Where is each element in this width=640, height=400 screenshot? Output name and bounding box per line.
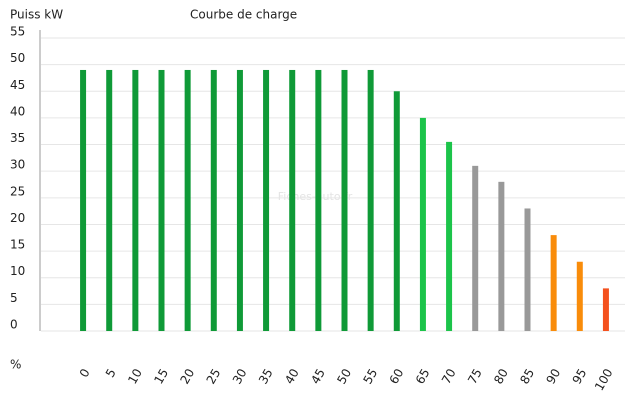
y-tick-label: 0 [10, 318, 18, 332]
x-tick-label: 65 [413, 366, 433, 386]
bar [184, 69, 191, 332]
bar [315, 69, 322, 332]
x-tick-label: 20 [178, 366, 198, 386]
x-tick-label: 15 [151, 366, 171, 386]
bar [210, 69, 217, 332]
x-tick-label: 55 [361, 366, 381, 386]
bar [236, 69, 243, 332]
y-tick-label: 30 [10, 158, 25, 172]
bar [263, 69, 270, 332]
bar [550, 235, 557, 331]
x-tick-label: 30 [230, 366, 250, 386]
x-tick-label: 45 [308, 366, 328, 386]
bar [132, 69, 139, 332]
bar [367, 69, 374, 332]
x-axis-label: % [10, 358, 21, 372]
bar [419, 117, 426, 331]
bar [602, 288, 609, 331]
x-tick-label: 10 [125, 366, 145, 386]
x-tick-label: 35 [256, 366, 276, 386]
bar [498, 181, 505, 331]
y-tick-label: 15 [10, 238, 25, 252]
x-tick-label: 95 [570, 366, 590, 386]
y-tick-label: 40 [10, 104, 25, 118]
y-tick-label: 55 [10, 25, 25, 39]
chart-title: Courbe de charge [190, 8, 297, 22]
bar [289, 69, 296, 332]
bar [524, 208, 531, 331]
bar [393, 91, 400, 331]
bar [576, 261, 583, 331]
watermark: Fiches-auto.fr [278, 190, 353, 203]
x-tick-label: 70 [439, 366, 459, 386]
y-tick-label: 5 [10, 291, 18, 305]
y-tick-label: 35 [10, 131, 25, 145]
x-tick-label: 85 [517, 366, 537, 386]
y-tick-label: 50 [10, 51, 25, 65]
x-tick-label: 90 [544, 366, 564, 386]
y-axis-label: Puiss kW [10, 8, 63, 22]
y-tick-label: 45 [10, 78, 25, 92]
x-tick-label: 50 [334, 366, 354, 386]
x-tick-label: 40 [282, 366, 302, 386]
bar [472, 165, 479, 331]
x-tick-label: 80 [491, 366, 511, 386]
y-tick-label: 20 [10, 211, 25, 225]
x-tick-label: 75 [465, 366, 485, 386]
bar [446, 141, 453, 331]
y-tick-label: 10 [10, 264, 25, 278]
x-tick-label: 25 [204, 366, 224, 386]
y-tick-label: 25 [10, 184, 25, 198]
x-tick-label: 60 [387, 366, 407, 386]
bar [158, 69, 165, 332]
bar [341, 69, 348, 332]
bar [80, 69, 87, 332]
bar [106, 69, 113, 332]
